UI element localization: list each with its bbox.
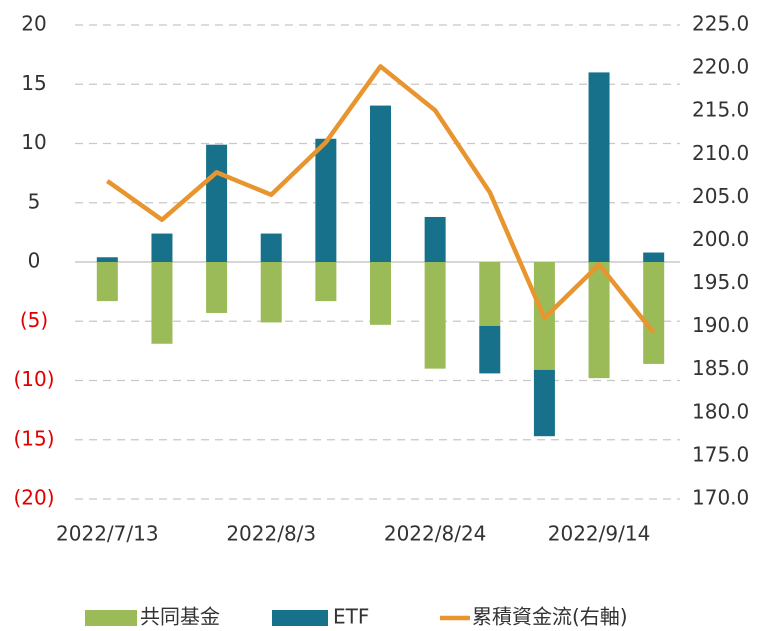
y-tick-label: 5 [28,189,41,213]
y2-tick-label: 185.0 [692,356,749,380]
y-tick-label: 0 [28,249,41,273]
bar [370,105,391,262]
y2-tick-label: 190.0 [692,313,749,337]
line [106,64,656,335]
bar [315,262,337,302]
y-tick-label: (10) [13,367,54,391]
legend-label: ETF [333,605,369,629]
x-tick-label: 2022/8/3 [226,522,316,546]
y2-tick-label: 175.0 [692,442,749,466]
legend-label: 累積資金流(右軸) [472,605,628,629]
y-tick-label: 20 [21,12,46,36]
bar [588,262,610,379]
y2-tick-label: 225.0 [692,12,749,36]
y-tick-label: (15) [13,426,54,450]
bar [96,257,118,262]
y2-tick-label: 205.0 [692,184,749,208]
bar [370,262,391,325]
bar [260,262,282,323]
bar [424,262,446,369]
bar [260,233,282,262]
y2-tick-label: 220.0 [692,55,749,79]
y-tick-label: (5) [20,308,48,332]
y-tick-label: 10 [21,130,46,154]
y2-tick-label: 215.0 [692,98,749,122]
y2-tick-label: 210.0 [692,141,749,165]
bar [643,252,665,262]
y-tick-label: (20) [13,486,54,510]
bar [151,233,173,262]
legend-swatch [85,610,137,626]
bar [96,262,118,302]
x-tick-label: 2022/7/13 [56,522,159,546]
y2-tick-label: 200.0 [692,227,749,251]
bar [479,262,501,326]
x-tick-label: 2022/8/24 [384,522,487,546]
bar [643,262,665,364]
bar [151,262,173,344]
bar [588,72,610,263]
y2-tick-label: 180.0 [692,399,749,423]
bar [424,216,446,262]
bar [206,144,228,262]
bar [206,262,228,313]
bar [533,369,555,437]
legend-swatch [272,610,328,626]
y-tick-label: 15 [21,71,46,95]
bar [479,325,501,374]
x-tick-label: 2022/9/14 [548,522,651,546]
bar [315,138,337,262]
legend-label: 共同基金 [140,605,220,629]
y2-tick-label: 195.0 [692,270,749,294]
y2-tick-label: 170.0 [692,486,749,510]
